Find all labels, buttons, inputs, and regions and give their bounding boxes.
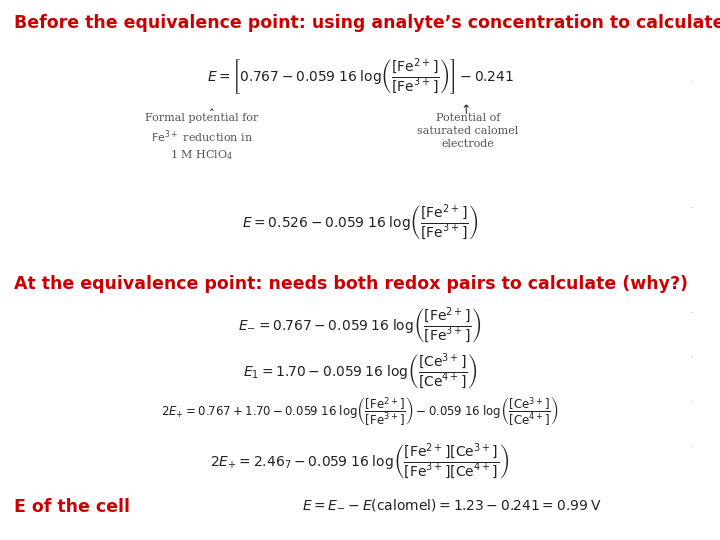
- Text: ·: ·: [689, 442, 693, 452]
- Text: $E = \left[0.767 - 0.059\;16\;\log\!\left(\dfrac{[\mathrm{Fe}^{2+}]}{[\mathrm{Fe: $E = \left[0.767 - 0.059\;16\;\log\!\lef…: [207, 57, 513, 98]
- Text: $\hat{}$: $\hat{}$: [210, 103, 215, 116]
- Text: $2E_{+} = 2.46_{7} - 0.059\;16\;\log\!\left(\dfrac{[\mathrm{Fe}^{2+}][\mathrm{Ce: $2E_{+} = 2.46_{7} - 0.059\;16\;\log\!\l…: [210, 441, 510, 482]
- Text: $E_{-} = 0.767 - 0.059\;16\;\log\!\left(\dfrac{[\mathrm{Fe}^{2+}]}{[\mathrm{Fe}^: $E_{-} = 0.767 - 0.059\;16\;\log\!\left(…: [238, 305, 482, 346]
- Text: E of the cell: E of the cell: [14, 498, 130, 516]
- Text: ·: ·: [689, 308, 693, 318]
- Text: Potential of
saturated calomel
electrode: Potential of saturated calomel electrode: [418, 113, 518, 149]
- Text: $E = E_{-} - E(\mathrm{calomel}) = 1.23 - 0.241 = 0.99\;\mathrm{V}$: $E = E_{-} - E(\mathrm{calomel}) = 1.23 …: [302, 498, 603, 514]
- Text: At the equivalence point: needs both redox pairs to calculate (why?): At the equivalence point: needs both red…: [14, 275, 688, 293]
- Text: ·: ·: [689, 352, 693, 362]
- Text: $E = 0.526 - 0.059\;16\;\log\!\left(\dfrac{[\mathrm{Fe}^{2+}]}{[\mathrm{Fe}^{3+}: $E = 0.526 - 0.059\;16\;\log\!\left(\dfr…: [242, 202, 478, 243]
- Text: $2E_{+} = 0.767 + 1.70 - 0.059\;16\;\log\!\left(\dfrac{[\mathrm{Fe}^{2+}]}{[\mat: $2E_{+} = 0.767 + 1.70 - 0.059\;16\;\log…: [161, 395, 559, 429]
- Text: $\uparrow$: $\uparrow$: [458, 103, 471, 117]
- Text: ·: ·: [689, 203, 693, 213]
- Text: ·: ·: [689, 397, 693, 407]
- Text: Before the equivalence point: using analyte’s concentration to calculate E⁺: Before the equivalence point: using anal…: [14, 14, 720, 31]
- Text: $E_{1} = 1.70 - 0.059\;16\;\log\!\left(\dfrac{[\mathrm{Ce}^{3+}]}{[\mathrm{Ce}^{: $E_{1} = 1.70 - 0.059\;16\;\log\!\left(\…: [243, 351, 477, 392]
- Text: Formal potential for
$\mathrm{Fe}^{3+}$ reduction in
1 M HClO$_4$: Formal potential for $\mathrm{Fe}^{3+}$ …: [145, 113, 258, 162]
- Text: ·: ·: [689, 77, 693, 87]
